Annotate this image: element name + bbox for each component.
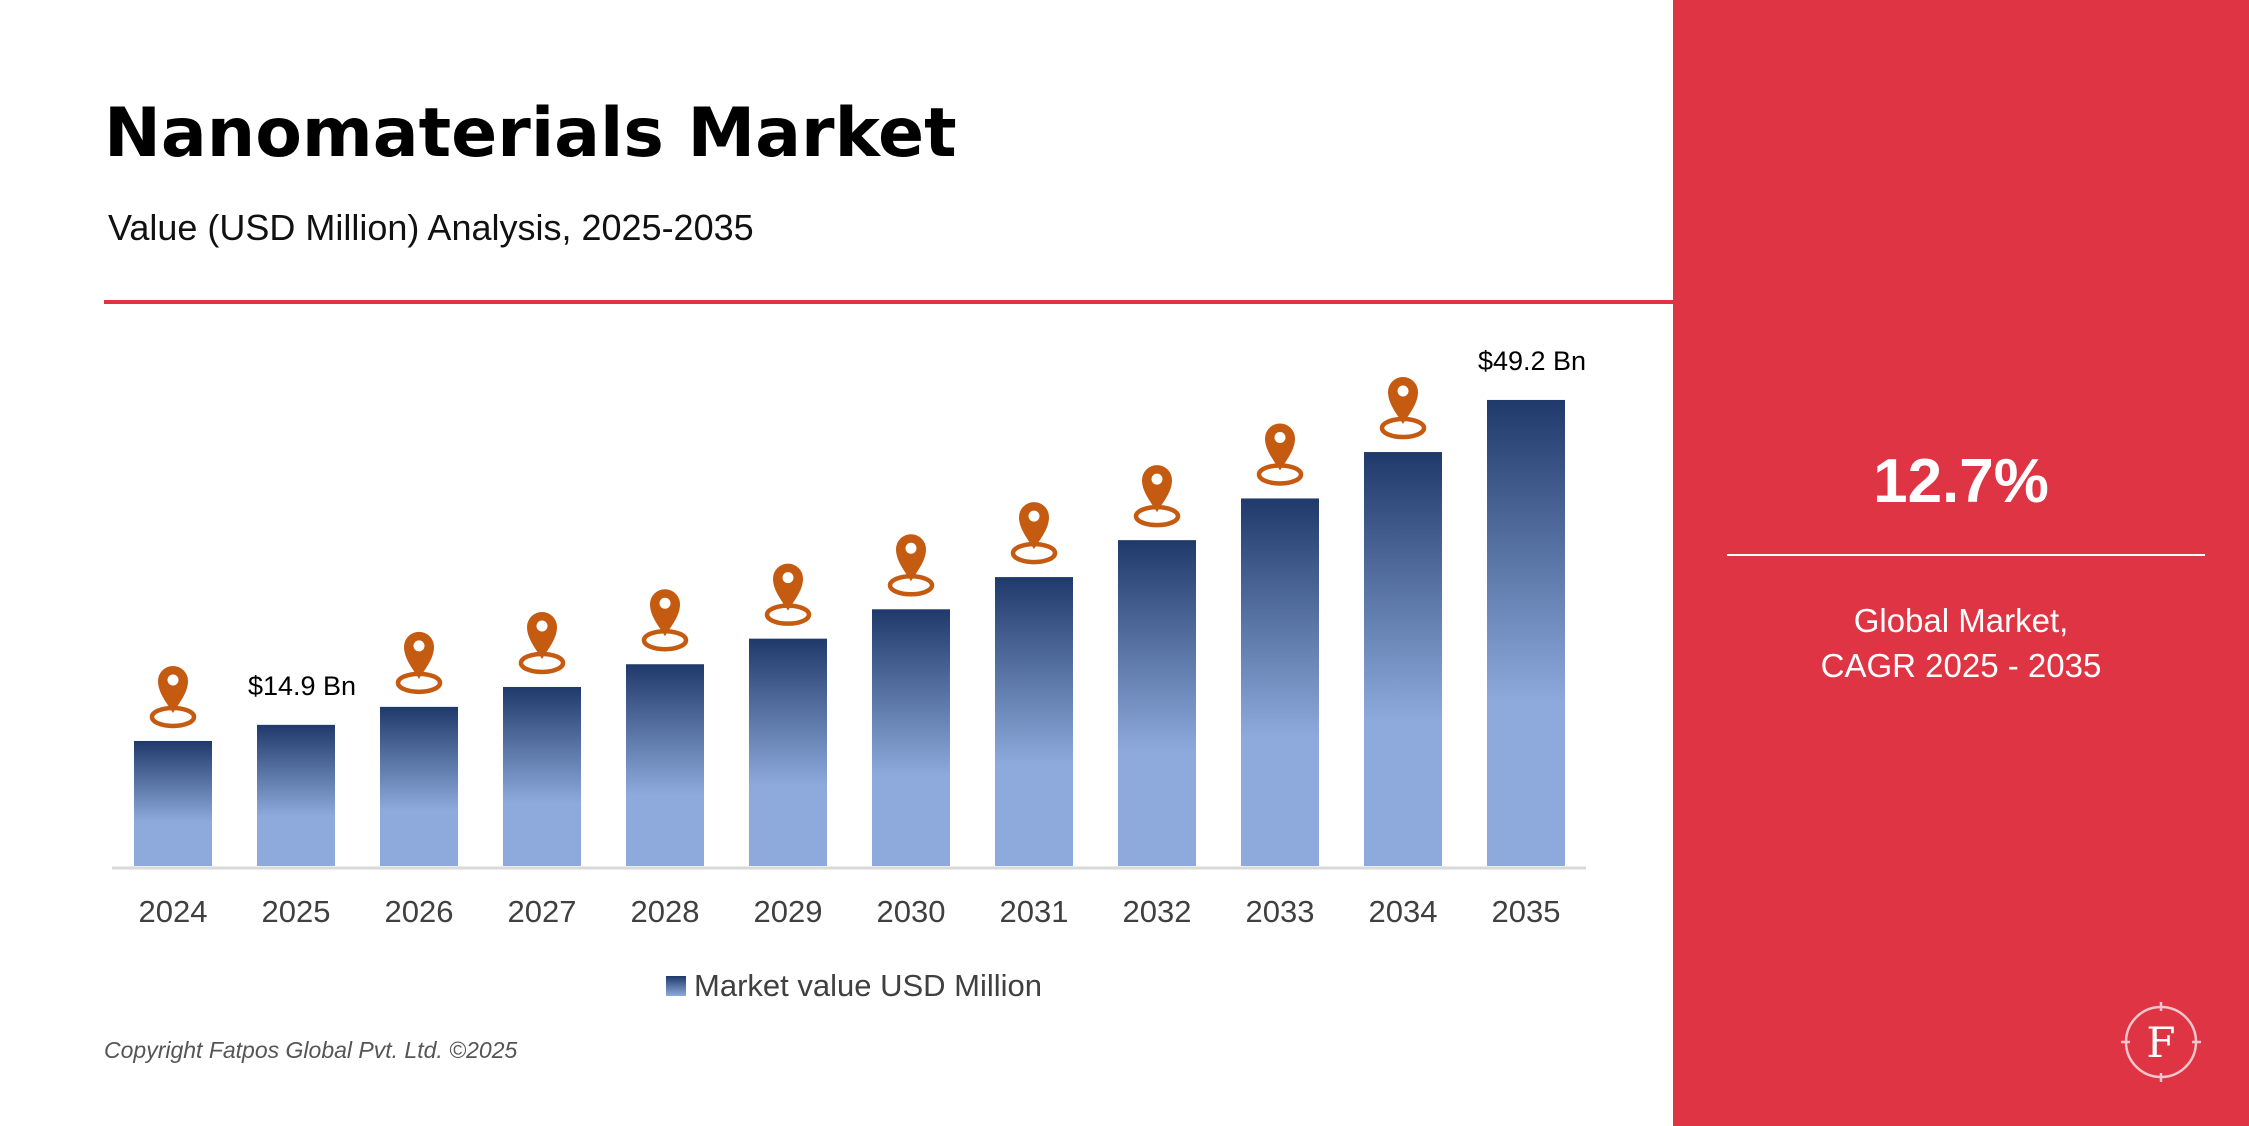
bar-chart: 2024 2025 2026 2027 2028 2029 2030 2031 2032 2033… <box>112 346 1586 929</box>
chart-subtitle: Value (USD Million) Analysis, 2025-2035 <box>108 207 754 248</box>
bar-2033 <box>1241 498 1319 866</box>
bar-2024 <box>134 740 212 866</box>
x-tick-2033: 2033 <box>1246 894 1315 929</box>
location-pin-icon <box>641 589 689 652</box>
bar-2026 <box>380 706 458 866</box>
title-divider <box>104 300 1674 304</box>
bar-2025 <box>257 724 335 866</box>
location-pin-icon <box>149 665 197 729</box>
bar-2029 <box>749 638 827 866</box>
x-tick-2029: 2029 <box>754 894 823 929</box>
bar-2028 <box>626 664 704 866</box>
location-pin-icon <box>887 534 935 597</box>
location-pin-icon <box>1133 465 1181 528</box>
x-tick-2034: 2034 <box>1369 894 1438 929</box>
logo-letter: F <box>2146 1018 2175 1067</box>
x-tick-2031: 2031 <box>1000 894 1069 929</box>
x-tick-2025: 2025 <box>262 894 331 929</box>
location-pin-icon <box>518 611 566 675</box>
copyright-notice: Copyright Fatpos Global Pvt. Ltd. ©2025 <box>104 1037 518 1063</box>
legend-swatch <box>666 976 686 996</box>
x-tick-2028: 2028 <box>631 894 700 929</box>
bar-2030 <box>872 609 950 866</box>
caption-line-2: CAGR 2025 - 2035 <box>1820 647 2102 684</box>
bar-2034 <box>1364 452 1442 866</box>
x-tick-2030: 2030 <box>877 894 946 929</box>
legend-label: Market value USD Million <box>694 968 1042 1003</box>
cagr-panel: 12.7% Global Market, CAGR 2025 - 2035 F <box>1673 0 2249 1126</box>
x-tick-2032: 2032 <box>1123 894 1192 929</box>
location-pin-icon <box>395 631 443 695</box>
x-tick-2026: 2026 <box>385 894 454 929</box>
caption-line-1: Global Market, <box>1853 602 2069 639</box>
company-logo: F <box>2121 1002 2201 1082</box>
x-tick-2024: 2024 <box>139 894 208 929</box>
location-pin-icon <box>1379 377 1427 440</box>
bar-2031 <box>995 577 1073 866</box>
location-pin-icon <box>1010 502 1058 565</box>
bar-2035 <box>1487 399 1565 866</box>
x-tick-2035: 2035 <box>1492 894 1561 929</box>
data-label-2025: $14.9 Bn <box>248 671 356 701</box>
chart-legend: Market value USD Million <box>666 968 1042 1004</box>
panel-divider <box>1727 554 2205 556</box>
chart-title: Nanomaterials Market <box>104 94 957 173</box>
panel-caption: Global Market, CAGR 2025 - 2035 <box>1673 598 2249 688</box>
bar-2032 <box>1118 540 1196 866</box>
bar-2027 <box>503 686 581 866</box>
location-pin-icon <box>1256 423 1304 486</box>
x-tick-2027: 2027 <box>508 894 577 929</box>
data-label-2035: $49.2 Bn <box>1478 346 1586 376</box>
location-pin-icon <box>764 563 812 626</box>
cagr-value: 12.7% <box>1873 447 2049 516</box>
